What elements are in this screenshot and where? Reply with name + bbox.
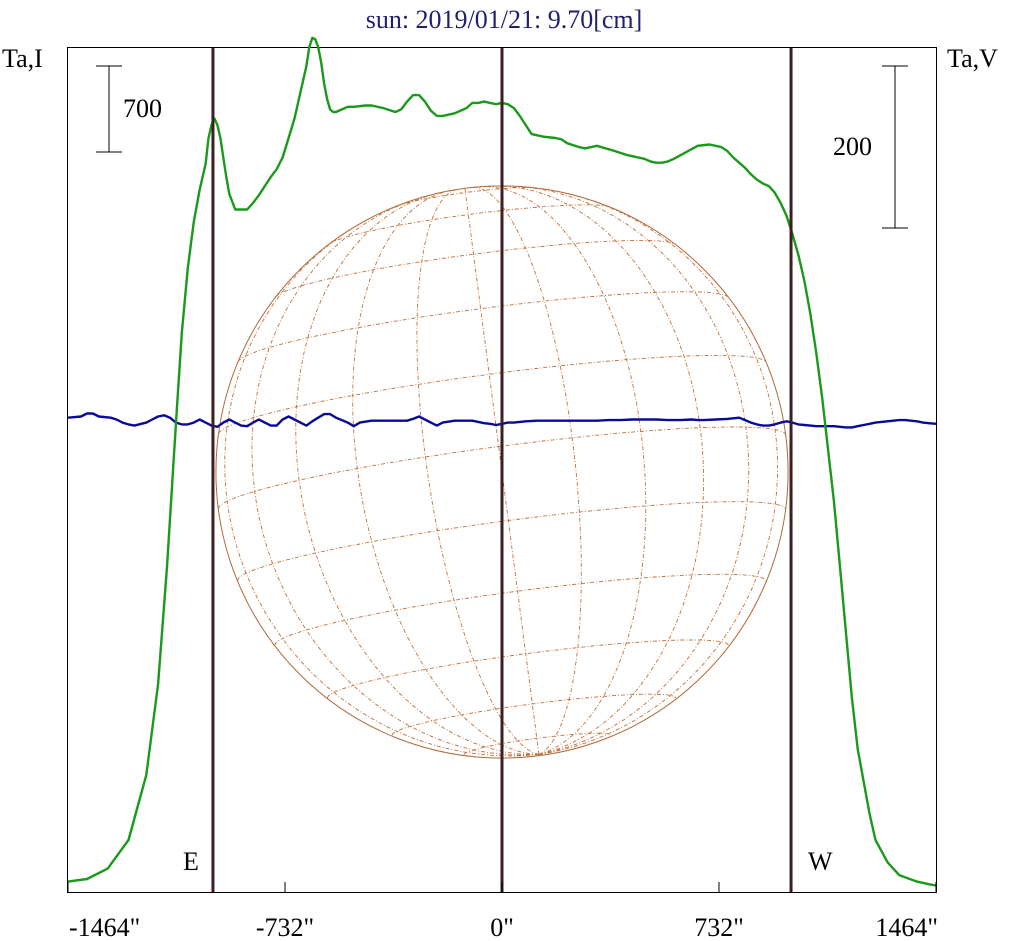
- longitude-line: [464, 188, 540, 755]
- disk-grid: [217, 185, 787, 757]
- latitude-line: [217, 426, 787, 510]
- longitude-line: [352, 190, 539, 755]
- left-scale-bar: [96, 65, 122, 153]
- right-scale-bar: [882, 65, 908, 229]
- series-line-V: [67, 412, 937, 429]
- x-tick-label: 732": [694, 913, 744, 941]
- latitude-line: [329, 204, 610, 245]
- longitude-line: [472, 187, 582, 755]
- latitude-line: [237, 501, 787, 581]
- right-scale-label: 200: [833, 132, 872, 161]
- chart-title: sun: 2019/01/21: 9.70[cm]: [366, 5, 643, 34]
- latitude-line: [391, 693, 677, 736]
- east-marker: E: [183, 847, 199, 876]
- left-scale-label: 700: [123, 94, 162, 123]
- latitude-line: [218, 354, 767, 434]
- latitude-line: [397, 187, 535, 207]
- vertical-markers: [211, 48, 793, 892]
- solar-disk: [215, 185, 789, 759]
- series-line-I: [67, 36, 937, 887]
- longitude-line: [251, 199, 539, 756]
- longitude-line: [416, 189, 540, 755]
- x-tick-label: 1464": [875, 913, 938, 941]
- latitude-line: [275, 239, 676, 297]
- west-marker: W: [808, 847, 833, 876]
- latitude-line: [327, 639, 730, 699]
- x-tick-label: -732": [256, 913, 314, 941]
- x-tick-label: 0": [490, 913, 514, 941]
- plot-frame: [67, 47, 937, 893]
- right-axis-label: Ta,V: [947, 44, 998, 73]
- longitude-line: [516, 185, 750, 755]
- longitude-line: [224, 218, 539, 757]
- longitude-line: [538, 192, 778, 755]
- x-axis-ticks: -1464" -732" 0" 732" 1464": [67, 882, 938, 941]
- longitude-line: [479, 186, 647, 755]
- longitude-line: [496, 185, 705, 755]
- x-tick-label: -1464": [69, 913, 140, 941]
- left-axis-label: Ta,I: [2, 44, 43, 73]
- series-layer: [67, 36, 937, 887]
- latitude-line: [237, 291, 729, 362]
